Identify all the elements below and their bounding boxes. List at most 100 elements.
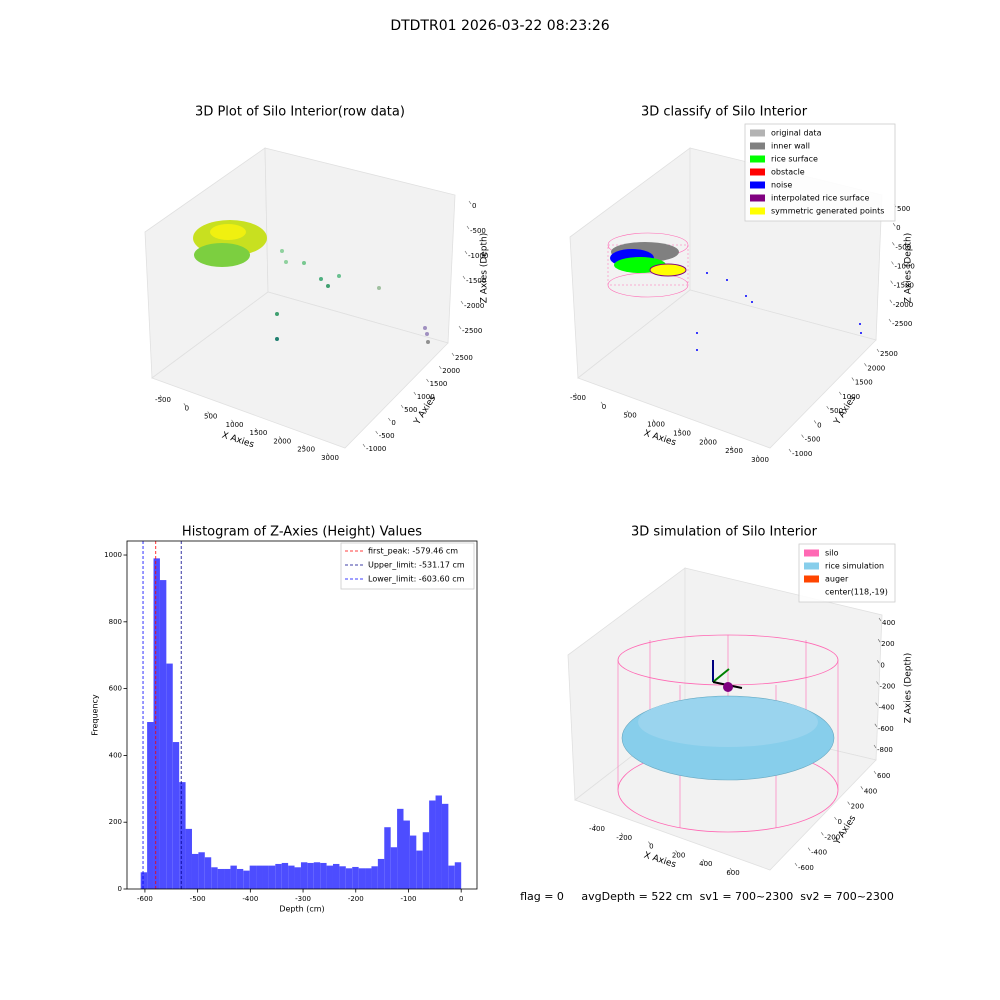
bar (422, 832, 430, 889)
legend-swatch (804, 549, 819, 557)
zticks-tick-label: 200 (881, 640, 894, 648)
bar (454, 862, 462, 889)
yticks-tick (839, 391, 842, 396)
y-axis-label: Frequency (91, 694, 100, 736)
zticks-tick-label: -1000 (895, 263, 915, 271)
xticks-tick (626, 410, 630, 414)
zticks-tick (876, 681, 879, 685)
zticks-tick (890, 280, 893, 284)
xticks-tick-label: 2000 (273, 437, 291, 445)
yticks-tick (851, 377, 855, 381)
yticks-tick (400, 404, 404, 409)
legend-swatch (750, 168, 765, 176)
yticks-tick (413, 391, 417, 396)
legend-swatch (804, 562, 819, 570)
yticks-tick (801, 434, 804, 438)
yticks-tick-label: 500 (830, 407, 843, 415)
legend-label: Lower_limit: -603.60 cm (368, 575, 465, 584)
bar (409, 835, 417, 889)
chart-title: 3D classify of Silo Interior (641, 105, 808, 120)
yticks-tick-label: 2500 (455, 354, 473, 362)
legend-label: Upper_limit: -531.17 cm (368, 561, 465, 570)
legend-label: original data (771, 129, 822, 138)
zticks-tick-label: -500 (895, 243, 911, 251)
yticks-tick (864, 363, 867, 367)
zticks-tick-label: 0 (880, 661, 884, 669)
zticks-tick (892, 223, 896, 227)
xticks-tick-label: 2500 (297, 446, 315, 454)
yticks-tick (375, 430, 378, 435)
yticks-tick-label: 600 (877, 772, 890, 780)
bar (268, 865, 276, 889)
zticks-tick (874, 723, 878, 727)
yticks-tick (426, 378, 429, 383)
zticks-tick-label: 0 (472, 202, 476, 210)
zticks-tick-label: -1500 (894, 282, 914, 290)
plot-frame (126, 540, 478, 890)
footer: flag = 0 avgDepth = 522 cm sv1 = 700~230… (520, 890, 894, 903)
yticks-tick-label: -500 (805, 436, 821, 444)
bar (288, 865, 295, 889)
xticks-tick (620, 832, 624, 836)
bar (384, 827, 391, 889)
xticks-tick (255, 427, 258, 432)
bar (339, 866, 346, 889)
bar (256, 865, 263, 889)
bar (224, 868, 231, 889)
yticks-tick (847, 801, 850, 805)
xticks-tick-label: 200 (672, 851, 685, 859)
z-axis-label: Z Axies (Depth) (904, 233, 914, 304)
xticks-tick-label: 1500 (673, 429, 691, 437)
xticks-tick-label: 500 (204, 413, 217, 421)
bar (249, 865, 257, 889)
yticks-tick-label: 400 (864, 787, 877, 795)
yticks-tick-label: -500 (379, 432, 395, 440)
yticks-tick-label: 0 (391, 419, 395, 427)
xticks-tick-label: 0 (649, 843, 653, 851)
xticks-tick (593, 823, 597, 828)
yticks-tick (813, 420, 817, 424)
zticks-tick (460, 300, 464, 305)
yticks-tick (388, 417, 391, 422)
yticks-tick-label: 1500 (855, 379, 873, 387)
zticks-tick (891, 261, 894, 265)
y-tick-label: 600 (109, 685, 122, 693)
xticks-tick (302, 444, 306, 448)
bar (159, 580, 167, 889)
xticks-tick-label: -500 (570, 394, 586, 402)
xticks-tick-label: 2000 (699, 438, 717, 446)
yticks-tick (873, 770, 877, 775)
bar (211, 867, 218, 889)
legend-label: inner wall (771, 142, 810, 151)
yticks-tick (788, 448, 792, 453)
bar (403, 820, 410, 889)
zticks-tick (877, 660, 880, 664)
panes-4 (567, 567, 883, 871)
zticks-tick-label: -1500 (466, 277, 486, 285)
bar (236, 868, 244, 889)
xticks-tick (729, 867, 733, 872)
yticks-tick-label: -200 (824, 833, 840, 841)
yticks-tick-label: 0 (817, 421, 821, 429)
legend-label: auger (825, 575, 849, 584)
bar (307, 862, 314, 889)
yticks-tick-label: -1000 (792, 450, 812, 458)
zticks-tick-label: -400 (879, 704, 895, 712)
bar (448, 865, 455, 889)
legend-swatch (750, 142, 765, 150)
bar (371, 866, 378, 889)
zticks-tick (466, 225, 470, 230)
yticks-tick (794, 862, 798, 867)
bar (294, 867, 301, 889)
zticks-tick-label: 0 (896, 224, 900, 232)
bar (300, 862, 308, 889)
bar (166, 663, 173, 889)
yticks-tick-label: 1000 (842, 393, 860, 401)
yticks-tick-label: -1000 (366, 445, 386, 453)
xticks-tick-label: 0 (602, 403, 606, 411)
xticks-tick (756, 454, 760, 459)
yticks-tick-label: 0 (838, 818, 842, 826)
y-axis-label: Y Axies (832, 814, 858, 848)
yticks-tick-label: 200 (851, 803, 864, 811)
